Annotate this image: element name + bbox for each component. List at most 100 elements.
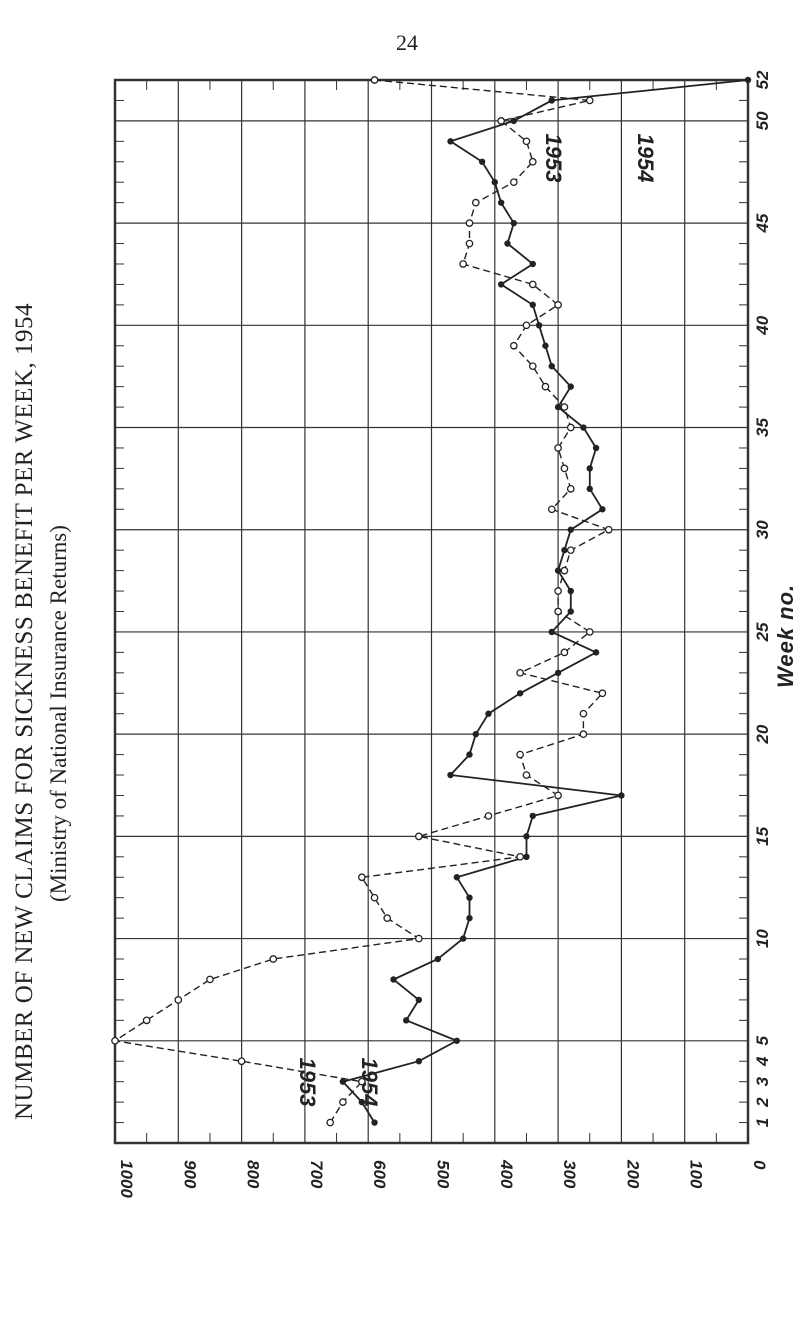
value-tick-label-900: 900 bbox=[180, 1160, 199, 1189]
point-1954-week-25 bbox=[548, 628, 555, 636]
point-1954-week-36 bbox=[554, 403, 562, 411]
chart-subtitle: (Ministry of National Insurance Returns) bbox=[46, 525, 71, 902]
series-1954-solid bbox=[339, 76, 752, 1126]
point-1953-week-37 bbox=[541, 382, 550, 391]
point-1954-week-30 bbox=[567, 526, 574, 533]
point-1954-week-40 bbox=[535, 322, 543, 329]
value-tick-label-800: 800 bbox=[244, 1160, 263, 1189]
year-label-1954-top-right: 1954 bbox=[633, 134, 658, 183]
value-tick-label-500: 500 bbox=[434, 1160, 453, 1189]
series-line-1953-dashed bbox=[113, 79, 611, 1123]
point-1953-week-15 bbox=[414, 832, 423, 841]
point-1953-week-28 bbox=[560, 566, 569, 575]
point-1954-week-24 bbox=[592, 649, 600, 656]
point-1953-week-48 bbox=[528, 157, 537, 166]
point-1953-week-33 bbox=[560, 464, 569, 473]
point-1954-week-37 bbox=[567, 383, 574, 390]
point-1953-week-7 bbox=[174, 996, 183, 1004]
tick-labels: 0100200300400500600700800900100012345101… bbox=[117, 70, 772, 1198]
grid bbox=[113, 78, 750, 1145]
point-1954-week-6 bbox=[402, 1017, 410, 1024]
series-line-1954-solid bbox=[341, 79, 749, 1124]
point-1954-week-20 bbox=[472, 730, 480, 738]
point-1954-week-26 bbox=[567, 608, 574, 615]
point-1954-week-7 bbox=[415, 996, 423, 1004]
value-tick-label-200: 200 bbox=[623, 1159, 642, 1189]
week-tick-label-35: 35 bbox=[753, 418, 772, 437]
point-1954-week-23 bbox=[554, 669, 562, 677]
point-1954-week-17 bbox=[618, 792, 625, 799]
point-1953-week-24 bbox=[560, 648, 569, 657]
point-1953-week-43 bbox=[459, 260, 467, 268]
point-1953-week-52 bbox=[370, 76, 379, 84]
point-1953-week-38 bbox=[528, 362, 537, 371]
point-1954-week-49 bbox=[447, 138, 454, 145]
point-1953-week-29 bbox=[566, 546, 575, 555]
point-1954-week-12 bbox=[466, 894, 473, 901]
point-1954-week-21 bbox=[485, 710, 492, 717]
point-1953-week-27 bbox=[554, 587, 562, 595]
point-1953-week-40 bbox=[522, 321, 531, 330]
point-1954-week-27 bbox=[567, 587, 574, 595]
series-layer bbox=[111, 76, 752, 1127]
value-tick-label-600: 600 bbox=[370, 1160, 389, 1189]
point-1953-week-31 bbox=[547, 505, 556, 514]
point-1953-week-3 bbox=[358, 1077, 366, 1086]
point-1954-week-2 bbox=[358, 1098, 366, 1106]
point-1953-week-9 bbox=[269, 955, 278, 963]
point-1953-week-51 bbox=[585, 96, 594, 105]
week-tick-label-40: 40 bbox=[753, 315, 772, 335]
week-tick-label-4: 4 bbox=[753, 1056, 772, 1067]
series-1953-dashed bbox=[111, 76, 613, 1127]
point-1954-week-34 bbox=[592, 444, 600, 452]
week-tick-label-10: 10 bbox=[753, 929, 772, 948]
point-1953-week-46 bbox=[471, 198, 480, 207]
x-axis-label: Week no. bbox=[773, 584, 798, 688]
point-1953-week-6 bbox=[142, 1016, 151, 1025]
point-1954-week-15 bbox=[523, 833, 530, 840]
week-tick-label-45: 45 bbox=[753, 213, 772, 233]
point-1954-week-44 bbox=[504, 240, 511, 247]
point-1953-week-20 bbox=[579, 730, 588, 739]
point-1954-week-45 bbox=[510, 219, 517, 227]
year-label-1954-bottom-left: 1954 bbox=[357, 1058, 382, 1107]
point-1954-week-31 bbox=[599, 506, 606, 513]
point-1953-week-34 bbox=[554, 444, 562, 452]
week-tick-label-15: 15 bbox=[753, 826, 772, 845]
point-1954-week-5 bbox=[453, 1037, 461, 1044]
point-1953-week-17 bbox=[554, 791, 562, 800]
week-tick-label-1: 1 bbox=[753, 1118, 772, 1127]
annotations: 1953 1954 1953 1954 bbox=[295, 134, 658, 1107]
point-1954-week-41 bbox=[529, 301, 536, 309]
point-1954-week-4 bbox=[415, 1058, 423, 1065]
week-tick-label-30: 30 bbox=[753, 520, 772, 539]
point-1953-week-1 bbox=[326, 1118, 335, 1127]
point-1953-week-30 bbox=[604, 525, 613, 534]
point-1954-week-28 bbox=[554, 567, 562, 574]
point-1953-week-4 bbox=[237, 1057, 246, 1066]
point-1953-week-41 bbox=[554, 301, 562, 309]
point-1953-week-23 bbox=[516, 668, 524, 677]
point-1954-week-32 bbox=[586, 485, 593, 493]
week-tick-label-3: 3 bbox=[753, 1076, 772, 1086]
point-1954-week-42 bbox=[497, 281, 505, 288]
point-1954-week-16 bbox=[529, 812, 536, 820]
point-1953-week-25 bbox=[585, 628, 594, 636]
point-1954-week-46 bbox=[497, 199, 505, 206]
point-1953-week-44 bbox=[465, 239, 474, 248]
point-1954-week-29 bbox=[561, 546, 568, 554]
year-label-1953-bottom-left: 1953 bbox=[295, 1058, 320, 1107]
point-1954-week-50 bbox=[510, 117, 517, 125]
point-1954-week-33 bbox=[586, 465, 593, 472]
point-1954-week-13 bbox=[453, 874, 461, 881]
point-1953-week-22 bbox=[598, 689, 607, 698]
point-1953-week-2 bbox=[339, 1098, 347, 1106]
value-tick-label-100: 100 bbox=[687, 1160, 706, 1189]
point-1954-week-18 bbox=[447, 771, 454, 779]
value-tick-label-300: 300 bbox=[560, 1160, 579, 1189]
value-tick-label-0: 0 bbox=[750, 1160, 769, 1170]
value-tick-label-400: 400 bbox=[497, 1159, 516, 1189]
point-1953-week-32 bbox=[566, 484, 575, 493]
point-1953-week-10 bbox=[414, 934, 423, 943]
week-tick-label-52: 52 bbox=[753, 70, 772, 89]
